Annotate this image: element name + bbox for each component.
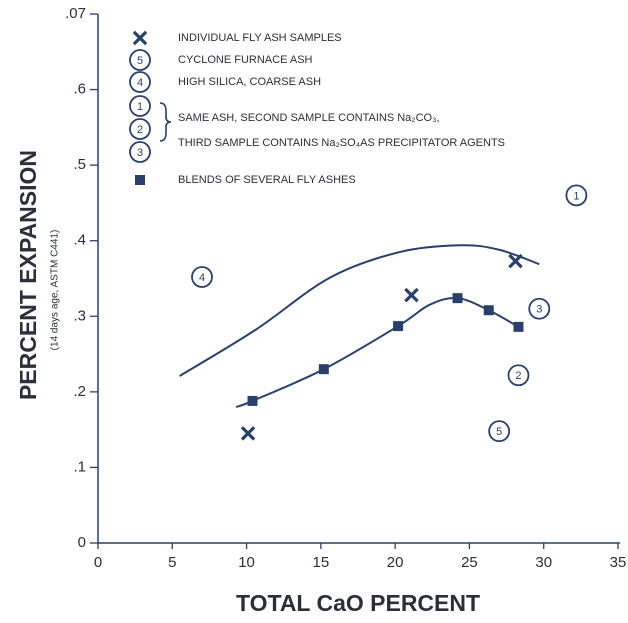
circle-marker	[565, 184, 588, 207]
x-tick-label: 5	[168, 554, 176, 571]
circle-marker	[129, 49, 151, 71]
circle-marker	[129, 71, 151, 93]
y-tick-label: .3	[73, 307, 86, 324]
circle-marker	[507, 364, 530, 387]
square-marker	[483, 305, 494, 316]
y-tick-label: 0	[78, 534, 86, 551]
square-marker	[393, 321, 404, 332]
y-axis-label: PERCENT EXPANSION	[15, 150, 41, 400]
x-tick-label: 15	[313, 554, 330, 571]
circle-label: 2	[515, 370, 521, 382]
circle-label: 4	[137, 77, 143, 89]
legend-label: HIGH SILICA, COARSE ASH	[178, 76, 321, 88]
square-marker	[513, 321, 524, 332]
square-marker	[452, 293, 463, 304]
x-tick-label: 10	[238, 554, 255, 571]
x-axis-label: TOTAL CaO PERCENT	[236, 590, 480, 616]
circle-marker	[129, 95, 151, 117]
circle-label: 4	[199, 272, 205, 284]
circle-marker	[191, 266, 213, 288]
square-marker	[318, 364, 329, 375]
y-axis-note: (14 days age, ASTM C441)	[50, 230, 61, 351]
circle-marker	[488, 420, 511, 443]
x-tick-label: 30	[535, 554, 552, 571]
circle-label: 3	[137, 147, 143, 159]
circle-marker	[129, 118, 151, 140]
legend-label: SAME ASH, SECOND SAMPLE CONTAINS Na₂CO₃,	[178, 112, 440, 124]
circle-label: 5	[496, 426, 502, 438]
x-tick-label: 0	[94, 554, 102, 571]
circle-label: 1	[573, 190, 579, 202]
y-tick-label: .2	[73, 383, 86, 400]
circle-label: 2	[137, 124, 143, 136]
x-tick-label: 25	[461, 554, 478, 571]
circle-label: 3	[536, 304, 542, 316]
x-tick-label: 20	[387, 554, 404, 571]
y-tick-label: .1	[73, 458, 86, 475]
square-marker	[247, 395, 258, 406]
legend-label: CYCLONE FURNACE ASH	[178, 54, 313, 66]
fit-curve	[179, 244, 540, 377]
x-marker	[132, 30, 148, 46]
legend-brace	[159, 102, 172, 142]
circle-marker	[528, 297, 551, 320]
x-marker	[508, 253, 523, 269]
circle-label: 5	[137, 55, 143, 67]
legend-label: THIRD SAMPLE CONTAINS Na₂SO₄AS PRECIPITA…	[178, 137, 505, 149]
legend-label: INDIVIDUAL FLY ASH SAMPLES	[178, 32, 342, 44]
circle-label: 1	[137, 101, 143, 113]
y-tick-label: .4	[73, 232, 86, 249]
circle-marker	[129, 141, 151, 163]
y-tick-label: .6	[73, 81, 86, 98]
x-marker	[240, 426, 256, 441]
legend-label: BLENDS OF SEVERAL FLY ASHES	[178, 174, 356, 186]
y-tick-label: .07	[65, 5, 86, 22]
square-marker	[135, 175, 145, 185]
x-marker	[404, 287, 419, 303]
x-tick-label: 35	[610, 554, 627, 571]
y-tick-label: .5	[73, 156, 86, 173]
